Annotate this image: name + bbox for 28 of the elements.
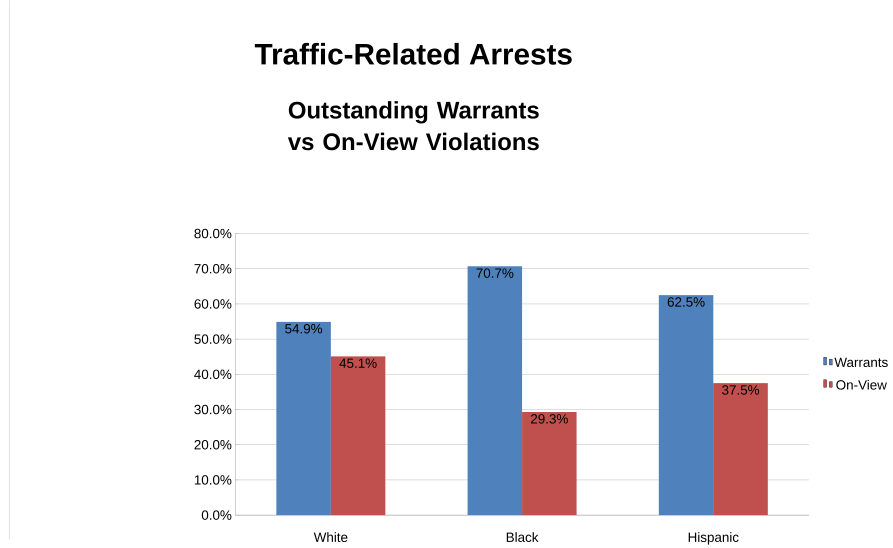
bar xyxy=(468,266,522,516)
data-label: 29.3% xyxy=(531,414,568,424)
data-label: 45.1% xyxy=(339,358,377,368)
bar xyxy=(276,322,331,516)
data-label: 54.9% xyxy=(285,324,322,334)
data-label: 62.5% xyxy=(668,297,705,307)
legend-label: On-View xyxy=(836,380,887,390)
bar xyxy=(713,383,768,516)
y-tick-label: 30.0% xyxy=(194,404,232,414)
bar xyxy=(522,412,577,516)
y-tick-label: 60.0% xyxy=(194,299,232,309)
y-tick-label: 0.0% xyxy=(202,510,232,520)
bar xyxy=(330,356,386,516)
x-tick-label: White xyxy=(314,532,348,542)
y-tick-label: 70.0% xyxy=(194,264,232,274)
y-tick-label: 10.0% xyxy=(194,475,232,485)
x-tick-label: Hispanic xyxy=(688,532,739,545)
y-tick-label: 50.0% xyxy=(194,334,232,344)
y-tick-label: 40.0% xyxy=(194,370,232,380)
x-tick-label: Black xyxy=(506,532,538,542)
chart-subtitle: Outstanding Warrants vs On-View Violations xyxy=(288,101,539,150)
y-tick-label: 20.0% xyxy=(194,440,232,450)
bar xyxy=(658,295,714,516)
y-tick-label: 80.0% xyxy=(194,228,232,238)
data-label: 37.5% xyxy=(722,385,760,395)
legend-label: Warrants xyxy=(834,358,888,368)
data-label: 70.7% xyxy=(476,268,514,278)
chart-title: Traffic-Related Arrests xyxy=(254,42,572,65)
